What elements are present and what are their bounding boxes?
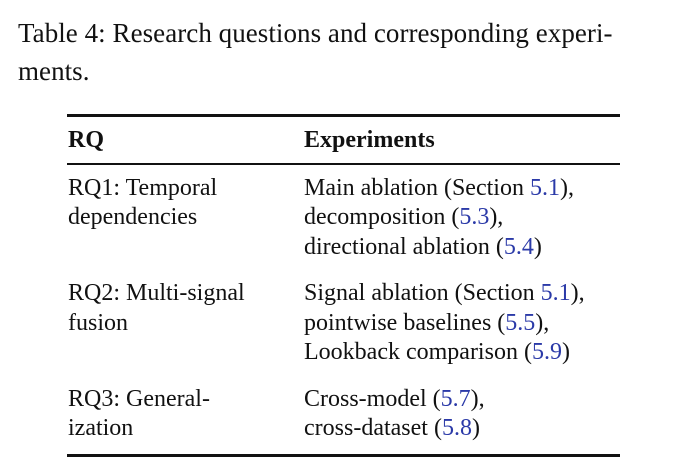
- table-row: RQ2: Multi-signal fusion Signal ablation…: [67, 262, 620, 368]
- experiment-text: pointwise baselines (: [304, 309, 506, 336]
- experiment-text: ): [561, 339, 570, 365]
- rq-text: RQ3: General-: [68, 385, 210, 412]
- rq-text: fusion: [68, 309, 128, 336]
- section-reference-link[interactable]: 5.7: [440, 385, 471, 412]
- rq-text: RQ1: Temporal: [68, 174, 218, 201]
- experiments-cell: Signal ablation (Section 5.1), pointwise…: [304, 279, 620, 368]
- experiments-cell: Main ablation (Section 5.1), decompositi…: [304, 174, 620, 263]
- rq-text: ization: [68, 415, 134, 441]
- section-reference-link[interactable]: 5.1: [529, 174, 560, 201]
- table-row: RQ1: Temporal dependencies Main ablation…: [67, 165, 620, 263]
- rq-cell: RQ1: Temporal dependencies: [67, 174, 304, 263]
- experiment-line: cross-dataset (5.8): [304, 414, 620, 444]
- table-caption: Table 4: Research questions and correspo…: [18, 14, 678, 90]
- experiment-text: cross-dataset (: [304, 415, 442, 441]
- table-bottom-rule: [67, 453, 620, 457]
- experiment-text: Lookback comparison (: [304, 339, 532, 365]
- experiment-line: Signal ablation (Section 5.1),: [304, 279, 620, 309]
- experiment-text: ),: [489, 204, 504, 230]
- table-row: RQ3: General- ization Cross-model (5.7),…: [67, 368, 620, 454]
- section-reference-link[interactable]: 5.5: [505, 309, 536, 336]
- experiment-text: ),: [570, 280, 585, 306]
- experiment-text: ): [471, 415, 480, 441]
- section-reference-link[interactable]: 5.4: [503, 233, 534, 260]
- section-reference-link[interactable]: 5.1: [540, 280, 571, 306]
- experiment-line: directional ablation (5.4): [304, 233, 620, 263]
- section-reference-link[interactable]: 5.3: [459, 204, 490, 230]
- experiments-cell: Cross-model (5.7), cross-dataset (5.8): [304, 385, 620, 444]
- research-questions-table: RQ Experiments RQ1: Temporal dependencie…: [67, 114, 620, 457]
- experiment-line: Main ablation (Section 5.1),: [304, 174, 620, 204]
- caption-line-2: ments.: [18, 56, 90, 86]
- header-rq: RQ: [68, 127, 104, 153]
- experiment-text: Main ablation (Section: [304, 174, 530, 201]
- rq-cell: RQ2: Multi-signal fusion: [67, 279, 304, 368]
- experiment-text: ),: [559, 174, 574, 201]
- table-top-rule: [67, 114, 620, 117]
- experiment-text: Signal ablation (Section: [304, 280, 541, 306]
- experiment-line: Lookback comparison (5.9): [304, 338, 620, 368]
- experiment-text: ): [533, 233, 542, 260]
- experiment-text: Cross-model (: [304, 385, 441, 412]
- experiment-line: Cross-model (5.7),: [304, 385, 620, 415]
- section-reference-link[interactable]: 5.9: [531, 339, 562, 365]
- experiment-text: directional ablation (: [304, 233, 504, 260]
- caption-line-1: Table 4: Research questions and correspo…: [18, 18, 613, 48]
- experiment-text: ),: [470, 385, 485, 412]
- experiment-text: decomposition (: [304, 204, 460, 230]
- rq-text: RQ2: Multi-signal: [68, 280, 245, 306]
- section-reference-link[interactable]: 5.8: [441, 415, 472, 441]
- header-experiments: Experiments: [304, 127, 435, 153]
- experiment-line: decomposition (5.3),: [304, 203, 620, 233]
- experiment-line: pointwise baselines (5.5),: [304, 309, 620, 339]
- rq-text: dependencies: [68, 204, 198, 230]
- table-header-row: RQ Experiments: [67, 117, 620, 163]
- experiment-text: ),: [535, 309, 550, 336]
- table-mid-rule: [67, 162, 620, 165]
- rq-cell: RQ3: General- ization: [67, 385, 304, 444]
